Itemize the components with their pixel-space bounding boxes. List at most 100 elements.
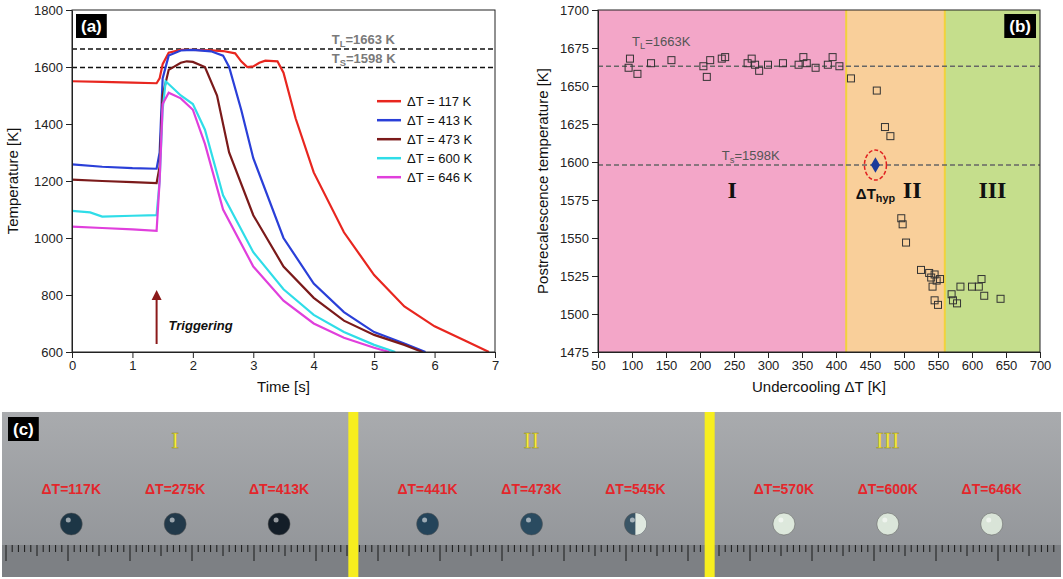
- sample-sphere: [877, 513, 899, 535]
- ruler-tick: [61, 545, 62, 552]
- data-point: [918, 266, 925, 273]
- tick-label: 4: [311, 358, 318, 373]
- ruler-tick: [55, 545, 56, 552]
- tick-mark: [592, 86, 598, 87]
- tick-mark: [734, 352, 735, 358]
- tick-label: 500: [894, 358, 916, 373]
- tick: 5: [371, 352, 378, 373]
- ruler-tick: [371, 545, 372, 552]
- data-point: [722, 54, 729, 61]
- tick-label: 7: [492, 358, 499, 373]
- region-band: [945, 10, 1040, 352]
- region-band: [846, 10, 945, 352]
- ruler-tick: [805, 545, 806, 552]
- tick-label: 1650: [560, 79, 589, 94]
- ruler-tick: [68, 545, 69, 561]
- tick-label: 1: [129, 358, 136, 373]
- ruler-tick: [626, 545, 627, 561]
- tick-label: 600: [962, 358, 984, 373]
- tick-mark: [66, 238, 72, 239]
- label-main: T: [332, 51, 340, 66]
- tick-mark: [66, 181, 72, 182]
- ruler-tick: [973, 545, 974, 552]
- data-point: [937, 276, 944, 283]
- sample-sphere: [60, 513, 82, 535]
- ruler-tick: [836, 545, 837, 552]
- sample-sphere: [624, 513, 646, 535]
- ruler-tick: [130, 545, 131, 561]
- ruler-tick: [1010, 545, 1011, 552]
- ruler-tick: [427, 545, 428, 552]
- tick-label: 1500: [560, 307, 589, 322]
- ruler-tick: [49, 545, 50, 552]
- ruler-tick: [297, 545, 298, 552]
- ruler-tick: [533, 545, 534, 556]
- data-point: [981, 292, 988, 299]
- tick-mark: [72, 352, 73, 358]
- highlight-ring: [864, 150, 886, 180]
- ruler-tick: [607, 545, 608, 552]
- ruler-tick: [92, 545, 93, 552]
- ruler-tick: [99, 545, 100, 556]
- reference-line: [72, 48, 495, 50]
- ruler-tick: [12, 545, 13, 552]
- ruler-tick: [812, 545, 813, 561]
- section-label: I: [171, 427, 179, 453]
- tick-mark: [1006, 352, 1007, 358]
- ruler-tick: [340, 545, 341, 552]
- label-sub: hyp: [876, 192, 896, 204]
- tick-mark: [1040, 352, 1041, 358]
- tick-mark: [592, 314, 598, 315]
- tick-mark: [666, 352, 667, 358]
- photo-background: [2, 412, 1061, 577]
- annotation-label: TS=1598 K: [332, 51, 396, 68]
- ruler-tick: [917, 545, 918, 552]
- region-boundary: [845, 10, 847, 352]
- legend-label: ΔT = 413 K: [407, 113, 473, 128]
- ruler-tick: [942, 545, 943, 552]
- tick-mark: [66, 67, 72, 68]
- ruler-tick: [471, 545, 472, 556]
- data-point: [873, 87, 880, 94]
- tick-mark: [66, 10, 72, 11]
- tick-mark: [592, 124, 598, 125]
- tick-mark: [972, 352, 973, 358]
- ruler-tick: [136, 545, 137, 552]
- ruler-tick: [979, 545, 980, 552]
- ruler-tick: [960, 545, 961, 552]
- annotation-arrowhead: [152, 290, 162, 300]
- data-point: [847, 75, 854, 82]
- ruler-tick: [855, 545, 856, 552]
- ruler-tick: [1016, 545, 1017, 552]
- sample-sphere: [164, 513, 186, 535]
- ruler-tick: [985, 545, 986, 552]
- y-axis: 1475150015251550157516001625165016751700: [560, 3, 598, 360]
- ruler-tick: [967, 545, 968, 556]
- ruler-tick: [216, 545, 217, 552]
- legend-label: ΔT = 117 K: [407, 94, 472, 109]
- ruler-tick: [483, 545, 484, 552]
- tick-mark: [592, 238, 598, 239]
- ruler-tick: [923, 545, 924, 552]
- ruler-tick: [774, 545, 775, 552]
- data-point: [765, 61, 772, 68]
- tick-label: 6: [431, 358, 438, 373]
- ruler-tick: [929, 545, 930, 552]
- label-main: T: [632, 34, 640, 49]
- tick-label: 350: [792, 358, 814, 373]
- sample-sphere: [773, 513, 795, 535]
- ruler-tick: [520, 545, 521, 552]
- region-label: III: [978, 177, 1006, 203]
- panel-letter: (a): [76, 14, 107, 38]
- tick: 400: [826, 352, 848, 373]
- tick-label: 150: [656, 358, 678, 373]
- label-rest: =1663K: [645, 34, 691, 49]
- ruler-tick: [359, 545, 360, 552]
- ruler-tick: [111, 545, 112, 552]
- data-point: [935, 301, 942, 308]
- tick-mark: [495, 352, 496, 358]
- tick-label: 2: [190, 358, 197, 373]
- tick-label: 1550: [560, 231, 589, 246]
- data-point: [756, 67, 763, 74]
- plot-marks: [72, 49, 495, 352]
